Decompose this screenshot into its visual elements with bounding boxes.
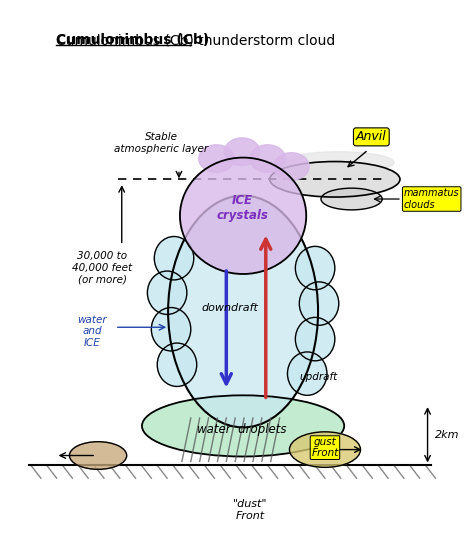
Ellipse shape (180, 158, 306, 274)
Ellipse shape (295, 317, 335, 361)
Text: gust
Front: gust Front (311, 437, 338, 458)
Ellipse shape (283, 152, 394, 173)
Ellipse shape (299, 282, 339, 325)
Ellipse shape (287, 352, 327, 395)
Text: Cumulonimbus (Cb) thunderstorm cloud: Cumulonimbus (Cb) thunderstorm cloud (55, 33, 335, 47)
Ellipse shape (270, 161, 400, 197)
Ellipse shape (142, 395, 344, 457)
Ellipse shape (250, 145, 285, 172)
Ellipse shape (70, 441, 127, 469)
Text: updraft: updraft (299, 371, 337, 382)
Text: water
and
ICE: water and ICE (77, 315, 107, 348)
Ellipse shape (224, 138, 260, 166)
Text: mammatus
clouds: mammatus clouds (404, 188, 459, 210)
Ellipse shape (157, 343, 197, 386)
Text: 2km: 2km (435, 430, 459, 440)
Ellipse shape (273, 153, 309, 181)
Text: Stable
atmospheric layer: Stable atmospheric layer (114, 132, 208, 154)
Text: Cumulonimbus (Cb): Cumulonimbus (Cb) (55, 33, 209, 47)
Ellipse shape (151, 307, 191, 351)
Text: downdraft: downdraft (202, 302, 259, 312)
Text: "dust"
Front: "dust" Front (233, 499, 267, 521)
Ellipse shape (147, 271, 187, 315)
Text: 30,000 to
40,000 feet
(or more): 30,000 to 40,000 feet (or more) (72, 252, 132, 284)
Ellipse shape (321, 188, 382, 210)
Ellipse shape (199, 145, 234, 172)
Text: Anvil: Anvil (356, 130, 387, 143)
Text: ICE
crystals: ICE crystals (216, 194, 268, 222)
Ellipse shape (295, 246, 335, 290)
Text: water  droplets: water droplets (197, 423, 287, 437)
Ellipse shape (290, 432, 360, 467)
Ellipse shape (155, 236, 194, 280)
Ellipse shape (168, 196, 318, 427)
